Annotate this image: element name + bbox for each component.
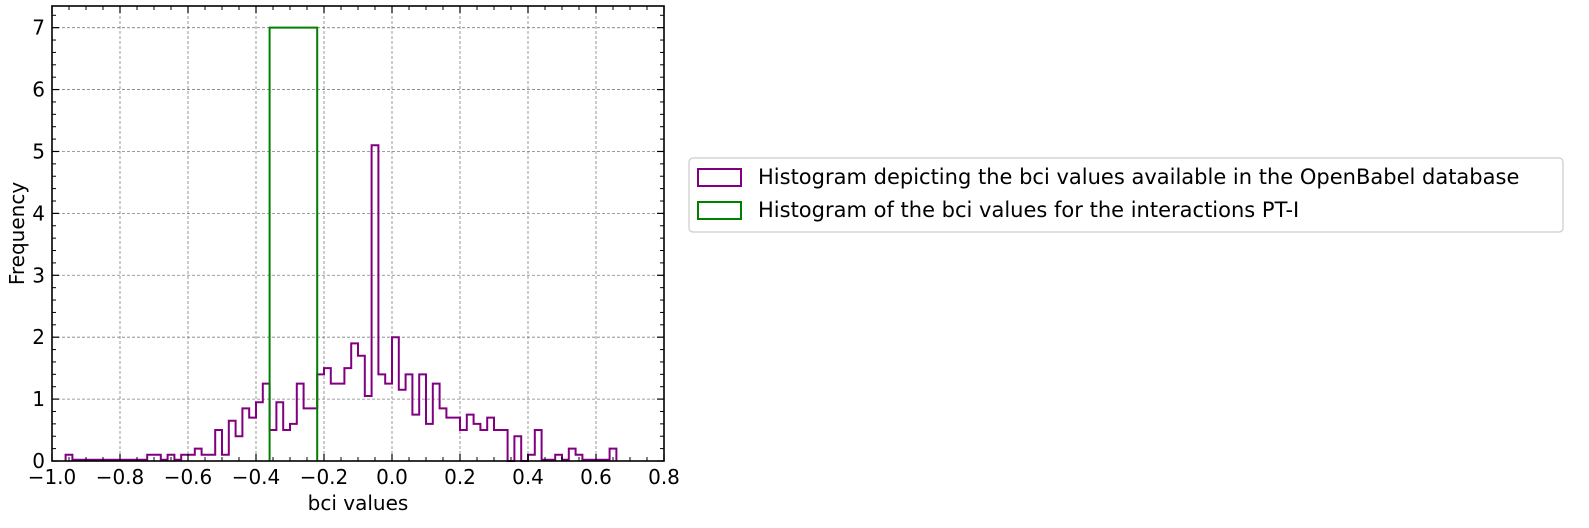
x-tick-label: 0.2 [444, 465, 476, 489]
x-tick-label: −0.4 [232, 465, 281, 489]
legend-box [688, 157, 1564, 233]
x-tick-label: −0.6 [164, 465, 213, 489]
legend-swatch [697, 168, 742, 187]
y-tick-label: 6 [32, 78, 45, 102]
legend-entry-label: Histogram depicting the bci values avail… [758, 165, 1519, 189]
x-axis-label: bci values [308, 491, 409, 515]
axes [51, 5, 665, 462]
x-tick-label: 0.0 [376, 465, 408, 489]
y-tick-label: 4 [32, 201, 45, 225]
tick-labels: −1.0 −0.8 −0.6 −0.4 −0.2 0.0 0.2 0.4 0.6 0.8 0 1 2 3 4… [28, 16, 680, 489]
histogram-series [64, 26, 618, 462]
legend-entry-label: Histogram of the bci values for the inte… [758, 198, 1299, 222]
grid-lines [52, 6, 664, 461]
histogram-bar-pt-i [268, 26, 319, 461]
x-tick-label: 0.4 [512, 465, 544, 489]
x-tick-label: −0.8 [96, 465, 145, 489]
y-tick-label: 1 [32, 387, 45, 411]
y-axis-label: Frequency [5, 182, 29, 285]
histogram-step-openbabel [64, 144, 618, 462]
plot-frame [51, 5, 665, 462]
y-tick-label: 7 [32, 16, 45, 40]
y-tick-label: 2 [32, 325, 45, 349]
legend: Histogram depicting the bci values avail… [688, 157, 1564, 233]
x-tick-label: −1.0 [28, 465, 77, 489]
y-tick-label: 3 [32, 263, 45, 287]
legend-swatch [697, 201, 742, 220]
y-tick-label: 5 [32, 139, 45, 163]
x-tick-label: 0.8 [648, 465, 680, 489]
y-tick-label: 0 [32, 449, 45, 473]
x-tick-label: −0.2 [300, 465, 349, 489]
x-tick-label: 0.6 [580, 465, 612, 489]
